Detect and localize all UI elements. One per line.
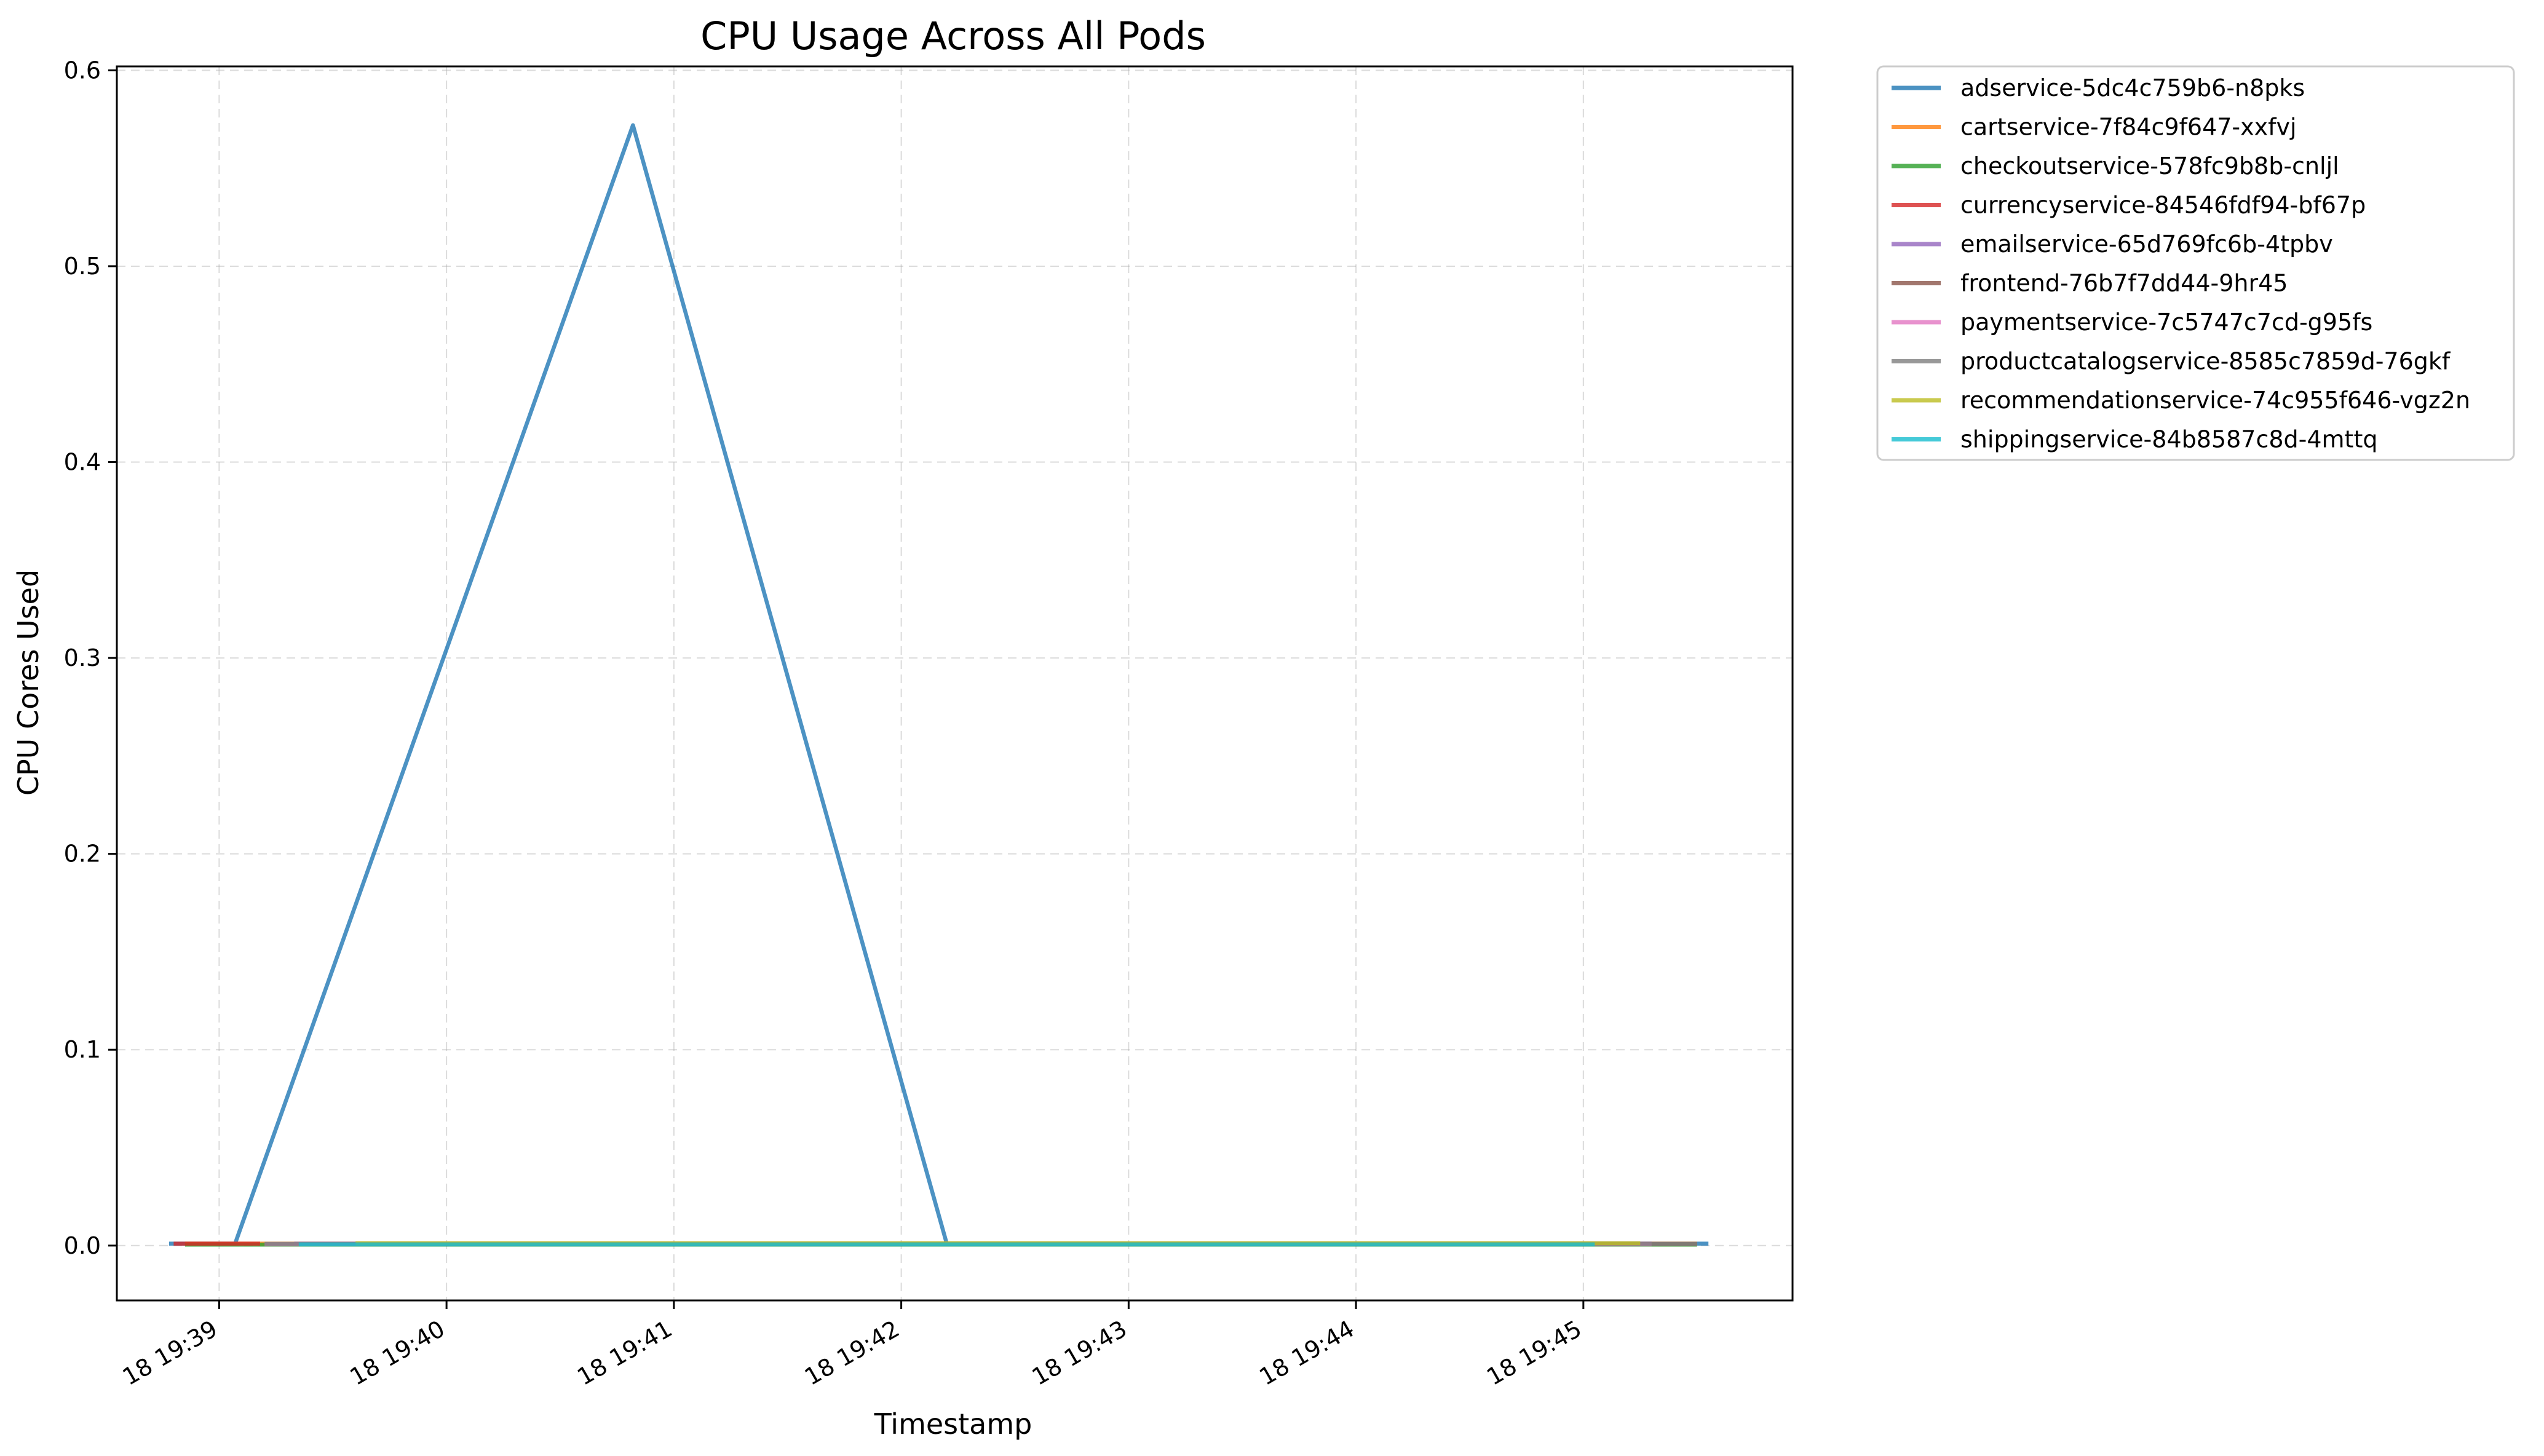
legend-frame bbox=[1876, 65, 2515, 461]
x-tick-label: 18 19:41 bbox=[573, 1315, 676, 1391]
grid bbox=[117, 66, 1793, 1300]
y-tick-label: 0.4 bbox=[64, 449, 101, 476]
legend-entry: recommendationservice-74c955f646-vgz2n bbox=[1960, 387, 2470, 414]
y-tick-label: 0.3 bbox=[64, 644, 101, 671]
legend-entry: frontend-76b7f7dd44-9hr45 bbox=[1960, 270, 2288, 297]
y-tick-label: 0.6 bbox=[64, 57, 101, 84]
series-line bbox=[169, 123, 1709, 1246]
legend-entry: paymentservice-7c5747c7cd-g95fs bbox=[1960, 309, 2372, 336]
legend-entry: emailservice-65d769fc6b-4tpbv bbox=[1960, 231, 2333, 258]
y-tick-label: 0.0 bbox=[64, 1232, 101, 1259]
legend-entry: currencyservice-84546fdf94-bf67p bbox=[1960, 192, 2366, 219]
series-lines bbox=[169, 123, 1709, 1247]
chart-title: CPU Usage Across All Pods bbox=[700, 14, 1206, 58]
legend-entry: shippingservice-84b8587c8d-4mttq bbox=[1960, 426, 2377, 453]
x-tick-label: 18 19:39 bbox=[118, 1315, 222, 1391]
y-tick-label: 0.1 bbox=[64, 1036, 101, 1063]
y-tick-label: 0.5 bbox=[64, 253, 101, 280]
x-tick-label: 18 19:40 bbox=[345, 1315, 449, 1391]
x-tick-label: 18 19:44 bbox=[1254, 1315, 1358, 1391]
y-tick-label: 0.2 bbox=[64, 841, 101, 868]
legend: adservice-5dc4c759b6-n8pks cartservice-7f… bbox=[1876, 65, 2515, 461]
legend-entry: adservice-5dc4c759b6-n8pks bbox=[1960, 74, 2305, 101]
legend-entry: checkoutservice-578fc9b8b-cnljl bbox=[1960, 152, 2339, 180]
x-tick-label: 18 19:42 bbox=[800, 1315, 904, 1391]
axis-ticks: 0.0 0.1 0.2 0.3 0.4 0.5 0.6 18 19:39 18 19:40 18 … bbox=[64, 57, 1587, 1390]
legend-entry: productcatalogservice-8585c7859d-76gkf bbox=[1960, 348, 2451, 375]
y-axis-label: CPU Cores Used bbox=[12, 569, 45, 796]
legend-entry: cartservice-7f84c9f647-xxfvj bbox=[1960, 114, 2297, 141]
x-tick-label: 18 19:43 bbox=[1028, 1315, 1131, 1391]
x-tick-label: 18 19:45 bbox=[1482, 1315, 1586, 1391]
x-axis-label: Timestamp bbox=[874, 1407, 1032, 1441]
plot-frame bbox=[116, 65, 1794, 1302]
